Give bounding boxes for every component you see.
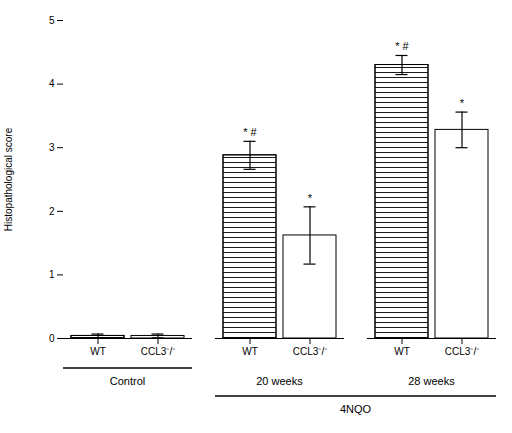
svg-text:4NQO: 4NQO [340,403,372,415]
svg-text:0: 0 [49,333,55,344]
svg-text:WT: WT [242,346,258,357]
svg-text:1: 1 [49,269,55,280]
svg-text:CCL3⁻/⁻: CCL3⁻/⁻ [293,346,328,357]
svg-text:WT: WT [394,346,410,357]
svg-text:* #: * # [243,126,257,138]
svg-text:4: 4 [49,78,55,89]
svg-text:Histopathological score: Histopathological score [3,127,14,231]
svg-text:Control: Control [110,375,145,387]
svg-text:WT: WT [90,346,106,357]
svg-text:3: 3 [49,142,55,153]
svg-text:CCL3⁻/⁻: CCL3⁻/⁻ [445,346,480,357]
svg-text:2: 2 [49,206,55,217]
svg-text:CCL3⁻/⁻: CCL3⁻/⁻ [141,346,176,357]
svg-text:* #: * # [395,40,409,52]
svg-text:*: * [308,192,313,204]
svg-text:20 weeks: 20 weeks [256,375,303,387]
svg-text:*: * [460,97,465,109]
svg-text:5: 5 [49,15,55,26]
svg-text:28 weeks: 28 weeks [408,375,455,387]
